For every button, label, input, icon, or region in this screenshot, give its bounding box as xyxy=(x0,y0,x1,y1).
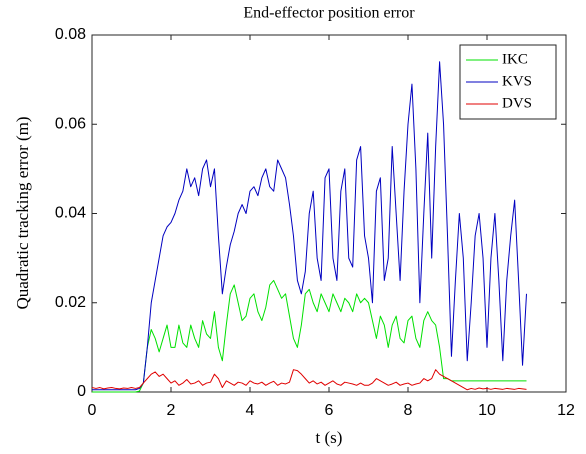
x-tick-label: 0 xyxy=(88,402,97,419)
x-tick-label: 4 xyxy=(246,402,255,419)
y-tick-label: 0.02 xyxy=(55,294,86,311)
y-tick-label: 0.04 xyxy=(55,205,86,222)
x-tick-label: 2 xyxy=(167,402,176,419)
y-tick-label: 0.06 xyxy=(55,115,86,132)
series-line xyxy=(91,369,527,391)
legend-label: KVS xyxy=(502,73,532,89)
x-tick-label: 8 xyxy=(404,402,413,419)
series-line xyxy=(92,279,527,393)
chart-title: End-effector position error xyxy=(243,5,415,22)
x-tick-label: 6 xyxy=(325,402,334,419)
x-tick-label: 10 xyxy=(478,402,496,419)
x-axis-label: t (s) xyxy=(316,428,343,447)
legend-label: IKC xyxy=(502,51,528,67)
y-tick-label: 0 xyxy=(77,383,86,400)
x-tick-label: 12 xyxy=(557,402,575,419)
legend-label: DVS xyxy=(502,95,532,111)
series-line xyxy=(92,61,527,391)
y-tick-label: 0.08 xyxy=(55,26,86,43)
y-axis-label: Quadratic tracking error (m) xyxy=(13,116,32,309)
